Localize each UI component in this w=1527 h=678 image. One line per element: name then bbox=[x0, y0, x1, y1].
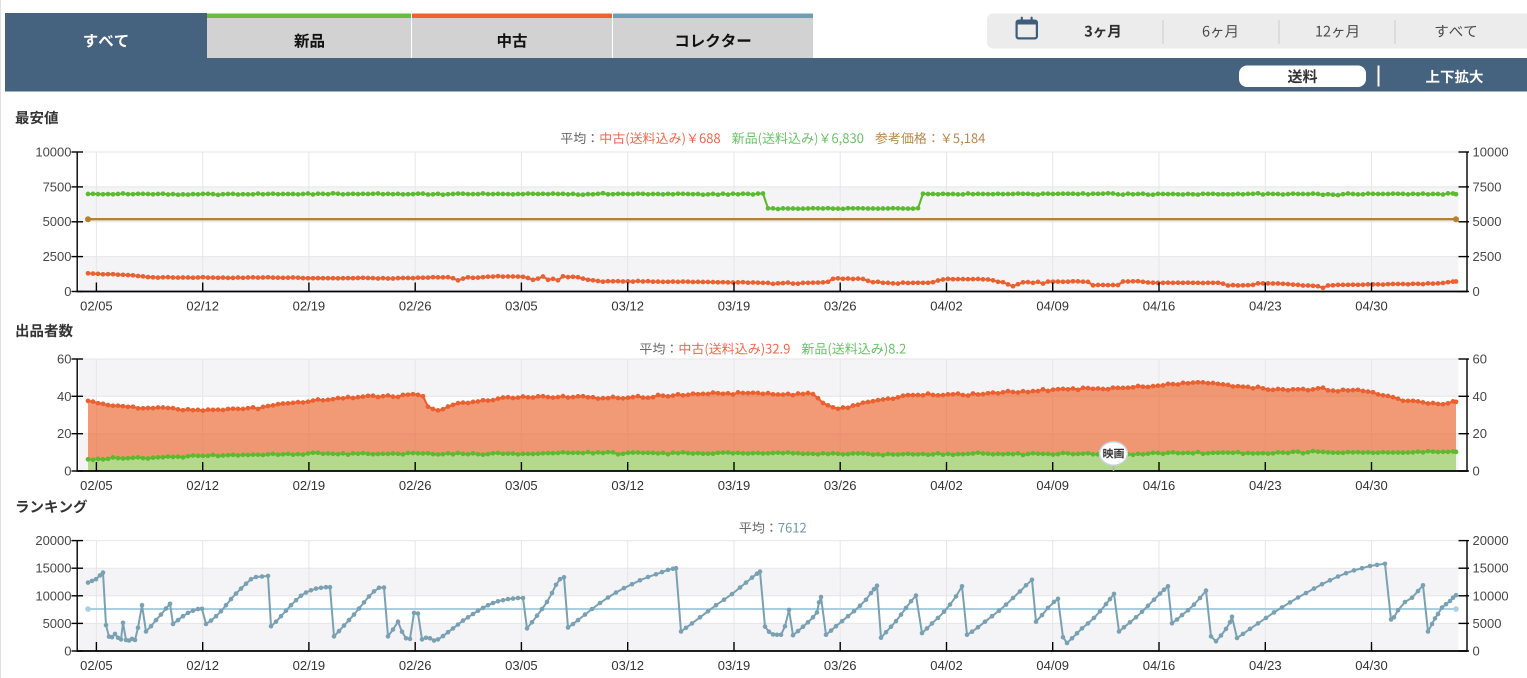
svg-text:2500: 2500 bbox=[43, 249, 72, 264]
svg-text:02/19: 02/19 bbox=[293, 299, 326, 314]
svg-text:40: 40 bbox=[1473, 389, 1487, 404]
svg-text:10000: 10000 bbox=[1473, 145, 1509, 160]
svg-text:04/02: 04/02 bbox=[930, 658, 963, 673]
svg-text:04/02: 04/02 bbox=[930, 299, 963, 314]
svg-text:02/05: 02/05 bbox=[80, 478, 113, 493]
svg-text:04/23: 04/23 bbox=[1249, 299, 1282, 314]
svg-text:40: 40 bbox=[57, 389, 71, 404]
svg-text:10000: 10000 bbox=[35, 588, 71, 603]
svg-text:60: 60 bbox=[57, 352, 71, 367]
svg-text:03/26: 03/26 bbox=[824, 299, 857, 314]
svg-text:10000: 10000 bbox=[35, 145, 71, 160]
svg-text:04/30: 04/30 bbox=[1355, 478, 1388, 493]
svg-text:0: 0 bbox=[1473, 284, 1480, 299]
svg-text:0: 0 bbox=[64, 644, 71, 659]
svg-text:5000: 5000 bbox=[43, 616, 72, 631]
svg-text:04/09: 04/09 bbox=[1036, 478, 1069, 493]
svg-text:7500: 7500 bbox=[1473, 179, 1502, 194]
svg-text:03/12: 03/12 bbox=[611, 658, 644, 673]
svg-text:10000: 10000 bbox=[1473, 588, 1509, 603]
svg-text:02/19: 02/19 bbox=[293, 658, 326, 673]
svg-text:0: 0 bbox=[64, 464, 71, 479]
svg-text:7500: 7500 bbox=[43, 179, 72, 194]
svg-text:5000: 5000 bbox=[1473, 214, 1502, 229]
svg-text:04/09: 04/09 bbox=[1036, 299, 1069, 314]
svg-text:0: 0 bbox=[1473, 644, 1480, 659]
svg-text:2500: 2500 bbox=[1473, 249, 1502, 264]
svg-text:02/19: 02/19 bbox=[293, 478, 326, 493]
svg-text:02/26: 02/26 bbox=[399, 658, 432, 673]
svg-text:02/05: 02/05 bbox=[80, 299, 113, 314]
svg-text:5000: 5000 bbox=[1473, 616, 1502, 631]
svg-text:02/12: 02/12 bbox=[186, 658, 219, 673]
svg-text:03/12: 03/12 bbox=[611, 299, 644, 314]
svg-text:20: 20 bbox=[57, 426, 71, 441]
svg-text:04/23: 04/23 bbox=[1249, 478, 1282, 493]
svg-text:04/02: 04/02 bbox=[930, 478, 963, 493]
svg-text:20: 20 bbox=[1473, 426, 1487, 441]
svg-text:03/12: 03/12 bbox=[611, 478, 644, 493]
svg-text:20000: 20000 bbox=[35, 533, 71, 548]
svg-text:04/30: 04/30 bbox=[1355, 299, 1388, 314]
svg-text:03/19: 03/19 bbox=[718, 658, 751, 673]
svg-text:04/23: 04/23 bbox=[1249, 658, 1282, 673]
svg-text:60: 60 bbox=[1473, 352, 1487, 367]
svg-text:0: 0 bbox=[64, 284, 71, 299]
svg-text:04/30: 04/30 bbox=[1355, 658, 1388, 673]
svg-text:15000: 15000 bbox=[35, 561, 71, 576]
svg-text:03/05: 03/05 bbox=[505, 478, 538, 493]
svg-text:02/12: 02/12 bbox=[186, 478, 219, 493]
svg-text:03/26: 03/26 bbox=[824, 478, 857, 493]
svg-text:03/19: 03/19 bbox=[718, 478, 751, 493]
svg-text:02/05: 02/05 bbox=[80, 658, 113, 673]
svg-text:03/05: 03/05 bbox=[505, 658, 538, 673]
svg-text:15000: 15000 bbox=[1473, 561, 1509, 576]
svg-text:5000: 5000 bbox=[43, 214, 72, 229]
svg-text:04/16: 04/16 bbox=[1143, 299, 1176, 314]
svg-text:0: 0 bbox=[1473, 464, 1480, 479]
svg-text:04/16: 04/16 bbox=[1143, 478, 1176, 493]
svg-text:02/12: 02/12 bbox=[186, 299, 219, 314]
svg-text:04/16: 04/16 bbox=[1143, 658, 1176, 673]
svg-text:20000: 20000 bbox=[1473, 533, 1509, 548]
svg-text:02/26: 02/26 bbox=[399, 478, 432, 493]
svg-text:03/19: 03/19 bbox=[718, 299, 751, 314]
svg-text:04/09: 04/09 bbox=[1036, 658, 1069, 673]
svg-text:03/05: 03/05 bbox=[505, 299, 538, 314]
svg-text:03/26: 03/26 bbox=[824, 658, 857, 673]
svg-text:02/26: 02/26 bbox=[399, 299, 432, 314]
